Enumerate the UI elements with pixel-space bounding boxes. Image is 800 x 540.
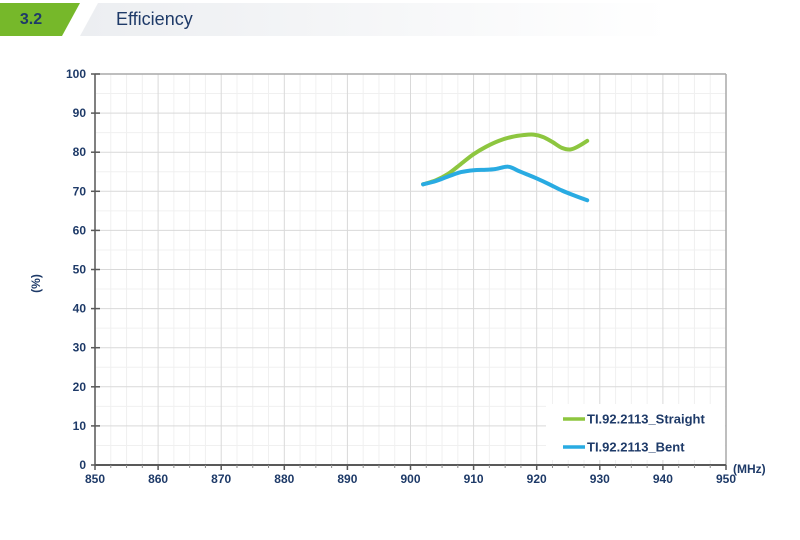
legend-background xyxy=(546,404,725,460)
x-axis-tick-label: 880 xyxy=(274,472,294,486)
x-axis-tick-label: 940 xyxy=(653,472,673,486)
y-axis-unit-label: (%) xyxy=(29,274,43,293)
series-line-bent xyxy=(421,164,590,203)
y-axis-tick-label: 50 xyxy=(73,263,87,277)
x-axis-tick-label: 900 xyxy=(400,472,420,486)
x-axis-tick-label: 910 xyxy=(464,472,484,486)
y-axis-tick-label: 100 xyxy=(66,67,86,81)
section-number: 3.2 xyxy=(19,10,43,28)
section-title-bar: Efficiency xyxy=(80,3,670,36)
legend-label: TI.92.2113_Bent xyxy=(587,440,685,455)
efficiency-chart: 850 860 870 880 890 900 910 920 930 940 950 0 10 20 30… xyxy=(0,36,800,540)
x-axis-tick-label: 870 xyxy=(211,472,231,486)
legend-item-bent: TI.92.2113_Bent xyxy=(563,440,685,455)
x-axis-tick-label: 930 xyxy=(590,472,610,486)
series-line-straight xyxy=(421,132,590,187)
section-header: 3.2 Efficiency xyxy=(0,3,800,36)
page-title: Efficiency xyxy=(116,9,193,29)
x-axis-tick-label: 860 xyxy=(148,472,168,486)
x-axis-tick-label: 950 xyxy=(716,472,736,486)
x-axis-unit-label: (MHz) xyxy=(733,462,766,476)
chart-canvas: 850 860 870 880 890 900 910 920 930 940 950 0 10 20 30… xyxy=(29,67,766,486)
x-axis-tick-label: 890 xyxy=(337,472,357,486)
y-axis-tick-label: 10 xyxy=(73,419,87,433)
legend-item-straight: TI.92.2113_Straight xyxy=(563,412,705,427)
x-axis-tick-label: 850 xyxy=(85,472,105,486)
legend-label: TI.92.2113_Straight xyxy=(587,412,705,427)
y-axis-tick-label: 60 xyxy=(73,223,87,237)
y-axis-tick-label: 80 xyxy=(73,145,87,159)
x-axis-tick-label: 920 xyxy=(527,472,547,486)
y-axis-tick-label: 0 xyxy=(79,458,86,472)
section-number-badge: 3.2 xyxy=(0,3,80,36)
y-axis-tick-label: 40 xyxy=(73,302,87,316)
y-axis-tick-label: 30 xyxy=(73,341,87,355)
y-axis-tick-label: 70 xyxy=(73,184,87,198)
y-axis-tick-label: 90 xyxy=(73,106,87,120)
y-axis-tick-label: 20 xyxy=(73,380,87,394)
